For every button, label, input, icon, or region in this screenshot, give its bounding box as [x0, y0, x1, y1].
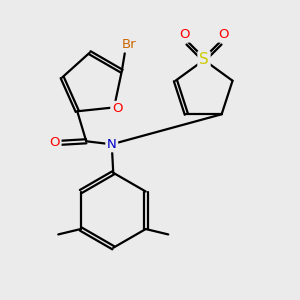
Text: O: O: [179, 28, 190, 41]
Text: O: O: [50, 136, 60, 149]
Text: O: O: [112, 102, 122, 116]
Text: N: N: [107, 138, 117, 151]
Text: S: S: [199, 52, 209, 68]
Text: Br: Br: [122, 38, 136, 51]
Text: O: O: [218, 28, 229, 41]
